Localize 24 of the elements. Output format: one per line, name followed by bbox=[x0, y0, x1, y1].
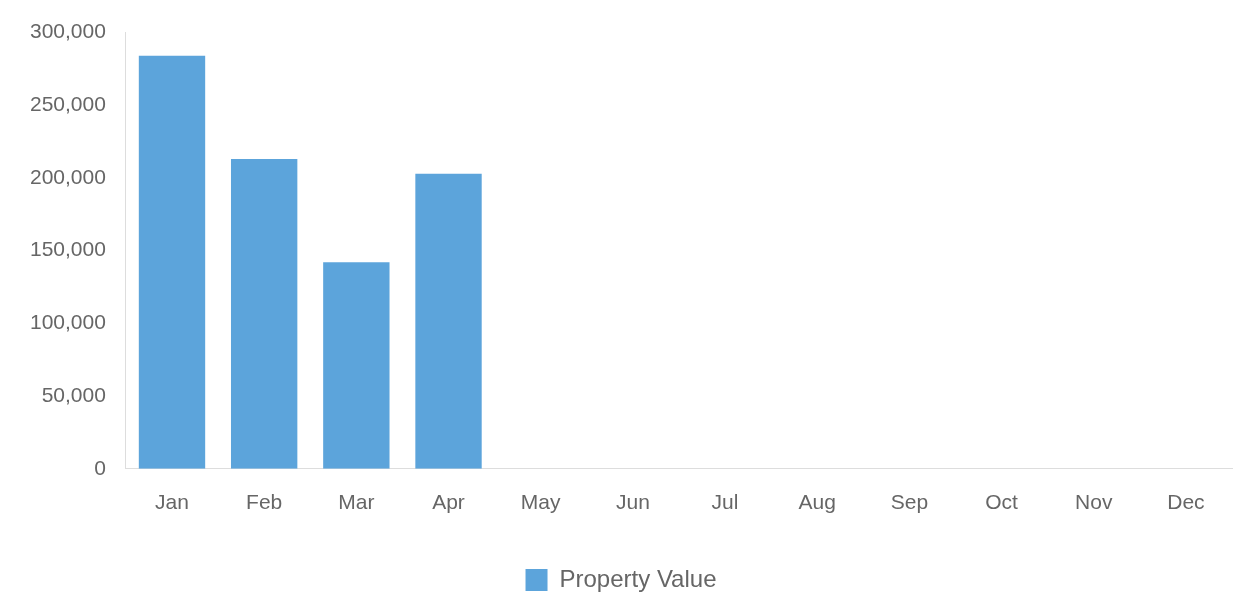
y-tick-label: 200,000 bbox=[29, 164, 106, 188]
x-tick-label: Mar bbox=[338, 490, 375, 514]
x-tick-label: Feb bbox=[246, 490, 283, 514]
x-tick-label: Nov bbox=[1075, 490, 1113, 514]
x-tick-label: Jun bbox=[615, 490, 650, 514]
x-tick-label: Aug bbox=[798, 490, 836, 514]
y-tick-label: 50,000 bbox=[41, 382, 106, 406]
y-tick-label: 300,000 bbox=[29, 19, 106, 43]
bar bbox=[415, 173, 482, 469]
bar bbox=[138, 55, 206, 469]
x-tick-label: Apr bbox=[432, 490, 465, 514]
x-tick-label: Jan bbox=[155, 490, 189, 514]
bar bbox=[230, 159, 298, 469]
bar bbox=[323, 262, 390, 469]
x-tick-label: Sep bbox=[890, 490, 929, 514]
x-tick-label: May bbox=[520, 490, 562, 514]
y-tick-label: 100,000 bbox=[29, 310, 106, 334]
y-tick-label: 150,000 bbox=[29, 237, 106, 261]
y-tick-label: 0 bbox=[94, 455, 106, 479]
y-tick-label: 250,000 bbox=[29, 92, 106, 116]
x-tick-label: Oct bbox=[985, 490, 1019, 514]
x-tick-label: Jul bbox=[711, 490, 739, 514]
x-tick-label: Dec bbox=[1167, 490, 1205, 514]
legend-label: Property Value bbox=[559, 564, 717, 592]
